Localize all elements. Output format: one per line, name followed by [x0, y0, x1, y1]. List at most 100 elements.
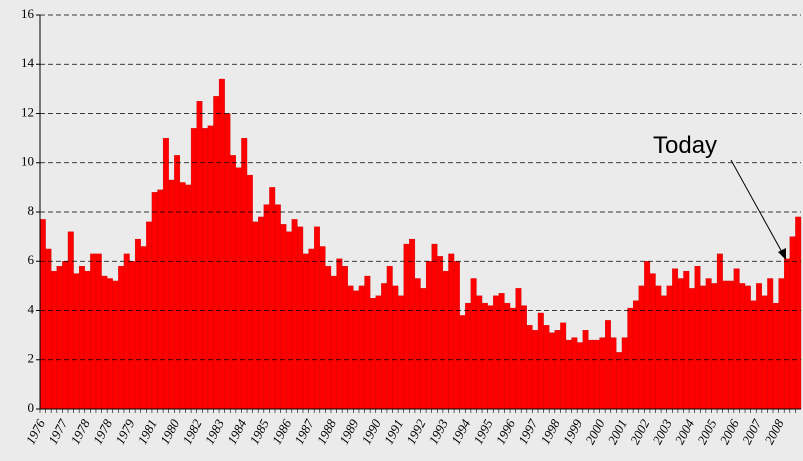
bar — [773, 303, 779, 409]
bar — [158, 190, 164, 409]
bar — [672, 269, 678, 409]
bar — [230, 155, 236, 409]
bar — [689, 288, 695, 409]
bar — [734, 269, 740, 409]
bar — [448, 254, 454, 409]
bar — [728, 281, 734, 409]
bar — [297, 227, 303, 409]
bar — [588, 340, 594, 409]
bar — [516, 288, 522, 409]
bar — [404, 244, 410, 409]
bar — [185, 185, 191, 409]
bar — [102, 276, 108, 409]
bar — [476, 296, 482, 409]
y-tick-label: 10 — [21, 154, 34, 169]
y-tick-label: 0 — [28, 400, 35, 415]
y-tick-label: 12 — [21, 104, 34, 119]
bar — [622, 338, 628, 409]
bar — [700, 286, 706, 409]
bar — [460, 315, 466, 409]
bar — [292, 219, 298, 409]
bar — [213, 96, 219, 409]
bar — [756, 283, 762, 409]
bar — [549, 333, 555, 409]
bar — [510, 308, 516, 409]
bar — [174, 155, 180, 409]
bar — [208, 126, 214, 409]
bar — [62, 261, 68, 409]
bar — [320, 246, 326, 409]
bar — [566, 340, 572, 409]
bar — [415, 278, 421, 409]
bar — [616, 352, 622, 409]
bar — [667, 286, 673, 409]
bar — [779, 278, 785, 409]
bar — [337, 259, 343, 409]
bar — [51, 271, 57, 409]
bar — [107, 278, 113, 409]
bar — [577, 343, 583, 409]
bar — [656, 286, 662, 409]
bar — [141, 246, 147, 409]
bar — [40, 219, 46, 409]
bar — [79, 266, 85, 409]
bar — [264, 205, 270, 409]
bar — [130, 261, 136, 409]
bar — [57, 266, 63, 409]
bar — [795, 217, 801, 409]
bar — [163, 138, 169, 409]
bar — [611, 338, 617, 409]
bar — [717, 254, 723, 409]
bar — [314, 227, 320, 409]
annotation: Today — [653, 132, 717, 159]
bar — [275, 205, 281, 409]
bar — [96, 254, 102, 409]
bar — [135, 239, 141, 409]
bar — [85, 271, 91, 409]
bar — [387, 266, 393, 409]
bar — [409, 239, 415, 409]
bar — [421, 288, 427, 409]
bar — [197, 101, 203, 409]
bar — [191, 128, 197, 409]
bar — [521, 306, 527, 409]
bar — [751, 301, 757, 409]
bar — [745, 286, 751, 409]
y-tick-label: 14 — [21, 55, 35, 70]
bar — [454, 261, 460, 409]
bar — [398, 296, 404, 409]
bar — [269, 187, 275, 409]
bar — [555, 330, 561, 409]
bar — [376, 296, 382, 409]
bar — [583, 330, 589, 409]
bar — [68, 232, 74, 409]
bar — [432, 244, 438, 409]
bar — [465, 303, 471, 409]
bar — [504, 303, 510, 409]
bar — [393, 286, 399, 409]
bar — [443, 271, 449, 409]
bar — [605, 320, 611, 409]
bar — [241, 138, 247, 409]
bar — [527, 325, 533, 409]
bar — [348, 286, 354, 409]
bar — [471, 278, 477, 409]
bar — [236, 168, 242, 409]
bar — [124, 254, 130, 409]
bar — [247, 175, 253, 409]
bar — [762, 296, 768, 409]
y-tick-label: 6 — [28, 252, 35, 267]
bar — [600, 338, 606, 409]
bar — [544, 325, 550, 409]
bar — [169, 180, 175, 409]
bar — [650, 274, 656, 409]
bar — [74, 274, 80, 409]
y-tick-label: 16 — [21, 6, 35, 21]
chart: 0246810121416197619771978197819791981198… — [0, 0, 803, 461]
bar — [532, 330, 538, 409]
bar — [594, 340, 600, 409]
bar — [661, 296, 667, 409]
bar — [90, 254, 96, 409]
bar — [46, 249, 52, 409]
bar — [342, 266, 348, 409]
